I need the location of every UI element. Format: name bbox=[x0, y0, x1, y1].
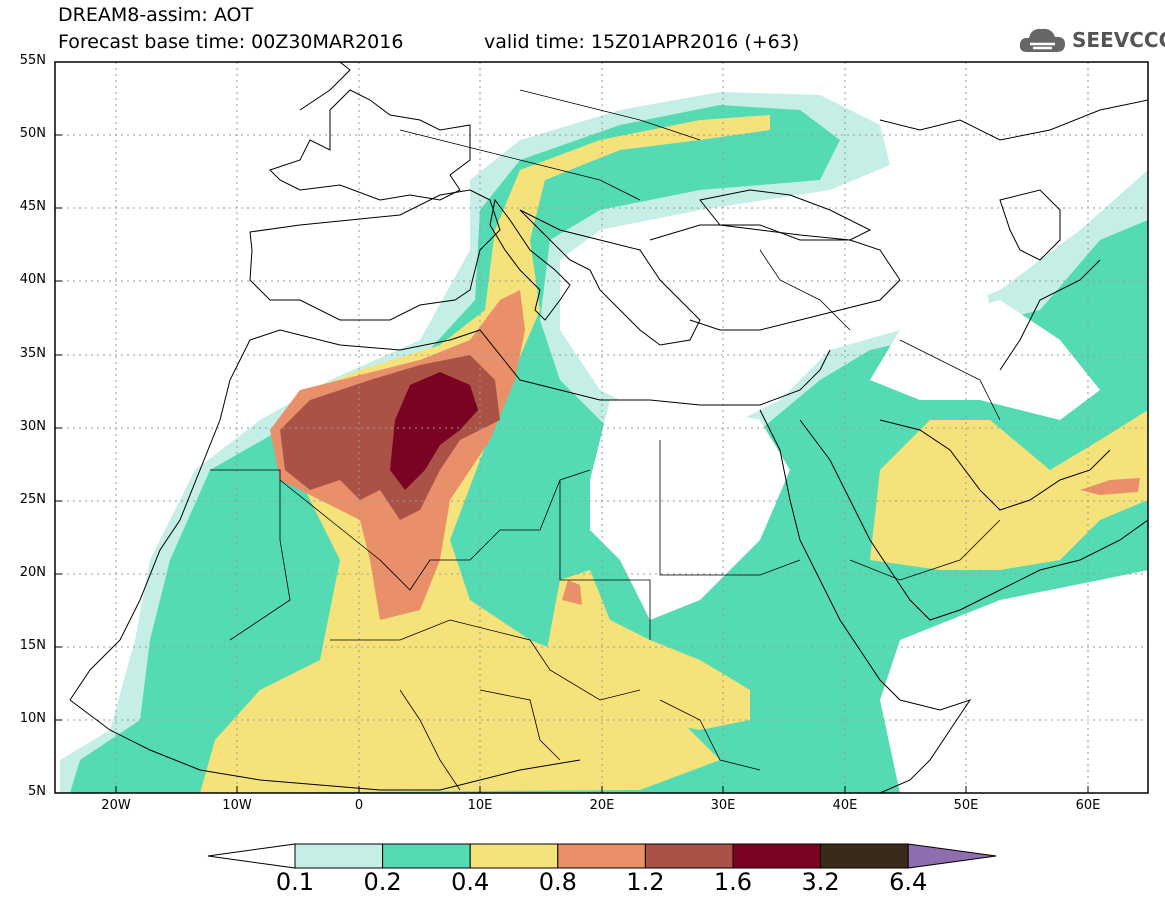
colorbar-level-label: 0.1 bbox=[275, 868, 315, 896]
lon-label: 10W bbox=[222, 798, 252, 813]
coastlines bbox=[69, 62, 1148, 793]
lon-label: 10E bbox=[467, 798, 493, 813]
graticule bbox=[55, 62, 1148, 793]
aot-field bbox=[60, 92, 1148, 793]
colorbar-level-label: 0.8 bbox=[538, 868, 577, 896]
lat-label: 20N bbox=[19, 565, 46, 580]
aot-level-0-4-chad bbox=[545, 570, 750, 730]
aot-level-0-8-gulf bbox=[1080, 478, 1140, 495]
lon-label: 20E bbox=[589, 798, 615, 813]
colorbar-level-label: 1.6 bbox=[713, 868, 753, 896]
lon-label: 30E bbox=[710, 798, 736, 813]
cloud-icon bbox=[1019, 28, 1065, 52]
lon-label: 40E bbox=[832, 798, 858, 813]
colorbar-level-label: 0.2 bbox=[363, 868, 402, 896]
axis-ticks bbox=[55, 134, 1089, 793]
aot-gap-turkey bbox=[580, 220, 990, 370]
aot-gap-arabia-south bbox=[880, 570, 1148, 793]
lon-label: 60E bbox=[1075, 798, 1101, 813]
lat-label: 5N bbox=[28, 784, 46, 799]
aot-level-0-8-chad bbox=[562, 580, 582, 605]
lon-label: 0 bbox=[354, 798, 364, 813]
lon-label: 20W bbox=[101, 798, 131, 813]
valid-time: valid time: 15Z01APR2016 (+63) bbox=[484, 31, 800, 53]
lat-label: 55N bbox=[19, 53, 46, 68]
aot-level-0-4-arabia bbox=[870, 410, 1148, 570]
lat-label: 30N bbox=[19, 419, 46, 434]
lat-label: 45N bbox=[19, 199, 46, 214]
colorbar-level-label: 6.4 bbox=[889, 868, 928, 896]
colorbar-level-label: 0.4 bbox=[451, 868, 490, 896]
lat-label: 25N bbox=[19, 492, 46, 507]
map-title: DREAM8-assim: AOT bbox=[58, 4, 254, 26]
colorbar-level-label: 3.2 bbox=[801, 868, 840, 896]
aot-level-1-6 bbox=[390, 372, 478, 490]
lat-label: 10N bbox=[19, 711, 46, 726]
lat-label: 50N bbox=[19, 126, 46, 141]
lat-label: 35N bbox=[19, 346, 46, 361]
logo-text: SEEVCCC bbox=[1072, 28, 1165, 52]
colorbar-level-label: 1.2 bbox=[626, 868, 665, 896]
lat-label: 15N bbox=[19, 638, 46, 653]
forecast-base-time: Forecast base time: 00Z30MAR2016 bbox=[58, 31, 404, 53]
seevccc-logo: SEEVCCC bbox=[1017, 22, 1165, 58]
aot-gap-libya bbox=[590, 400, 790, 620]
country-borders bbox=[210, 89, 1001, 791]
lon-label: 50E bbox=[953, 798, 979, 813]
lat-label: 40N bbox=[19, 272, 46, 287]
aot-level-0-4 bbox=[200, 115, 770, 793]
aot-gap-iran bbox=[870, 300, 1100, 420]
